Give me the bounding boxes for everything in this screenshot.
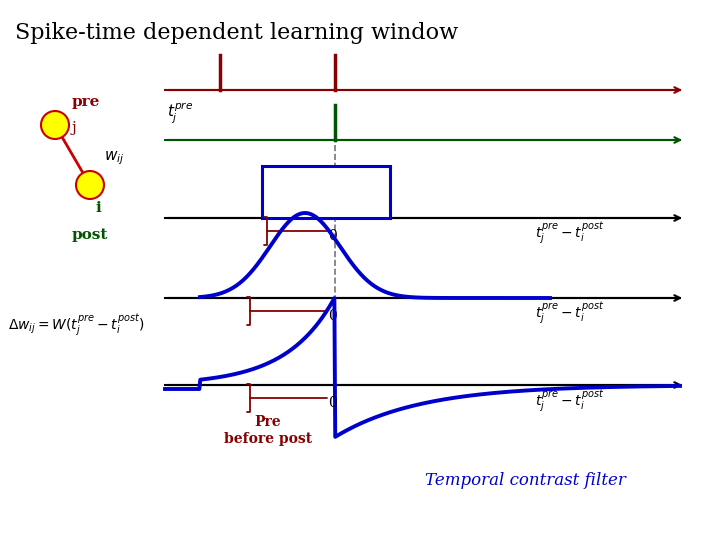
Text: $\Delta w_{ij} = W(t_j^{pre}-t_i^{post})$: $\Delta w_{ij} = W(t_j^{pre}-t_i^{post})… [8,312,145,338]
Text: $t_j^{pre}-t_i^{post}$: $t_j^{pre}-t_i^{post}$ [535,388,605,414]
Text: post: post [72,228,109,242]
Text: Spike-time dependent learning window: Spike-time dependent learning window [15,22,458,44]
Text: j: j [72,121,77,135]
Text: 0: 0 [328,309,337,323]
Bar [262,166,390,218]
Text: Pre
before post: Pre before post [224,415,312,446]
Text: Temporal contrast filter: Temporal contrast filter [425,472,626,489]
Text: 0: 0 [328,229,337,243]
Text: $t_j^{pre}-t_i^{post}$: $t_j^{pre}-t_i^{post}$ [535,221,605,246]
Circle shape [41,111,69,139]
Text: pre: pre [72,95,100,109]
Text: $t_j^{pre}-t_i^{post}$: $t_j^{pre}-t_i^{post}$ [535,301,605,327]
Circle shape [76,171,104,199]
Text: 0: 0 [328,396,337,410]
Text: $w_{ij}$: $w_{ij}$ [104,149,125,167]
Text: i: i [95,201,101,215]
Text: $t_j^{pre}$: $t_j^{pre}$ [167,101,194,126]
